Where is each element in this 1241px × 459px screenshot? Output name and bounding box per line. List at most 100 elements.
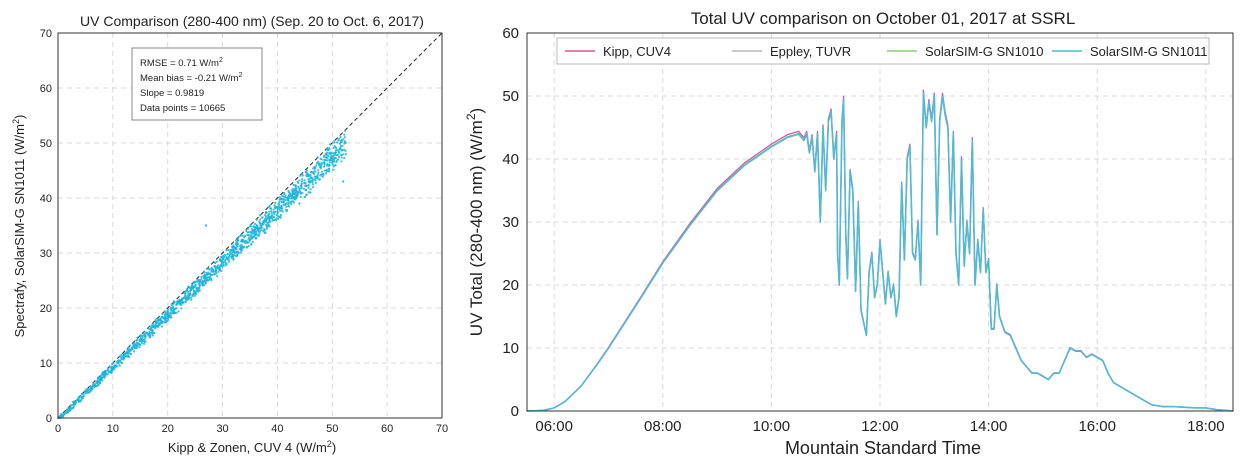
scatter-point <box>200 275 203 279</box>
scatter-point <box>174 311 177 315</box>
scatter-point <box>269 207 272 210</box>
right-chart-title: Total UV comparison on October 01, 2017 … <box>691 9 1076 28</box>
scatter-point <box>315 164 318 167</box>
scatter-point <box>224 261 227 265</box>
scatter-point <box>72 403 75 406</box>
scatter-point <box>207 279 210 282</box>
scatter-point <box>152 324 155 327</box>
scatter-point <box>279 216 282 219</box>
scatter-point <box>309 173 312 176</box>
scatter-point <box>272 208 275 211</box>
scatter-point <box>340 160 343 163</box>
scatter-point <box>305 173 308 177</box>
scatter-point <box>264 214 267 217</box>
scatter-point <box>179 301 182 304</box>
scatter-point <box>278 209 281 212</box>
scatter-point <box>261 216 264 219</box>
right-x-tick-label: 18:00 <box>1187 418 1225 435</box>
scatter-point <box>161 312 164 315</box>
legend-entry: SolarSIM-G SN1010 <box>925 44 1044 59</box>
scatter-point <box>268 218 271 221</box>
scatter-point <box>291 197 294 200</box>
scatter-point <box>141 336 144 339</box>
scatter-point <box>309 188 312 191</box>
scatter-chart: UV Comparison (280-400 nm) (Sep. 20 to O… <box>11 13 448 455</box>
scatter-point <box>155 322 158 325</box>
scatter-point <box>305 193 308 196</box>
scatter-point <box>210 279 213 282</box>
scatter-point <box>121 354 125 357</box>
scatter-point <box>300 187 303 190</box>
scatter-point <box>132 344 135 347</box>
scatter-point <box>277 205 281 208</box>
scatter-point <box>195 293 198 296</box>
scatter-point <box>166 311 169 314</box>
scatter-point <box>290 203 293 206</box>
scatter-point <box>152 331 156 335</box>
scatter-point <box>192 292 195 295</box>
scatter-point <box>266 218 269 221</box>
scatter-point <box>149 328 153 331</box>
scatter-point <box>258 214 262 217</box>
scatter-point <box>96 383 100 387</box>
scatter-point <box>135 342 138 345</box>
scatter-point <box>201 279 204 283</box>
scatter-point <box>155 317 158 320</box>
scatter-point <box>333 157 336 160</box>
scatter-point <box>337 155 341 159</box>
scatter-point <box>161 315 164 319</box>
scatter-point <box>161 321 165 324</box>
scatter-point <box>287 201 290 205</box>
scatter-point <box>296 180 299 183</box>
scatter-point <box>309 191 312 194</box>
scatter-point <box>239 246 243 250</box>
left-y-tick-label: 60 <box>40 83 52 95</box>
scatter-point <box>101 373 104 376</box>
scatter-point <box>213 272 216 276</box>
scatter-point <box>327 170 330 173</box>
scatter-point <box>126 352 129 355</box>
scatter-point <box>218 265 221 269</box>
scatter-point <box>259 222 262 225</box>
scatter-point <box>292 189 295 192</box>
scatter-point <box>301 173 304 176</box>
scatter-point <box>140 340 143 343</box>
stats-box: RMSE = 0.71 W/m2 Mean bias = -0.21 W/m2 … <box>131 47 263 121</box>
scatter-point <box>263 227 266 231</box>
scatter-point <box>222 254 225 257</box>
scatter-point <box>228 254 231 258</box>
left-x-tick-label: 10 <box>107 423 119 435</box>
scatter-point <box>177 300 181 303</box>
scatter-point <box>208 272 212 275</box>
right-y-ticks: 0 10 20 30 40 50 60 <box>502 25 519 420</box>
scatter-point <box>258 220 261 223</box>
scatter-point <box>277 215 280 218</box>
scatter-point <box>343 133 346 136</box>
left-x-axis-label: Kipp & Zonen, CUV 4 (W/m2) <box>168 439 336 455</box>
scatter-point <box>170 306 173 309</box>
scatter-point <box>328 148 331 151</box>
scatter-point <box>247 244 250 248</box>
scatter-point <box>221 257 224 261</box>
scatter-point <box>69 404 73 407</box>
right-y-axis-label: UV Total (280-400 nm) (W/m2) <box>464 108 486 336</box>
scatter-point <box>294 195 297 198</box>
scatter-point <box>328 161 331 164</box>
scatter-point <box>255 233 258 236</box>
scatter-point <box>116 360 119 363</box>
scatter-point <box>131 347 134 350</box>
scatter-point <box>339 136 342 139</box>
scatter-point <box>334 151 337 155</box>
scatter-point <box>268 216 272 219</box>
scatter-point <box>122 357 125 361</box>
scatter-point <box>74 401 77 404</box>
scatter-point <box>275 205 279 209</box>
scatter-point <box>255 236 258 240</box>
scatter-point <box>214 267 217 270</box>
scatter-point <box>129 348 133 352</box>
scatter-point <box>216 275 219 278</box>
scatter-point <box>187 285 190 288</box>
scatter-point <box>166 309 169 313</box>
scatter-point <box>322 173 325 176</box>
scatter-point <box>250 228 253 231</box>
